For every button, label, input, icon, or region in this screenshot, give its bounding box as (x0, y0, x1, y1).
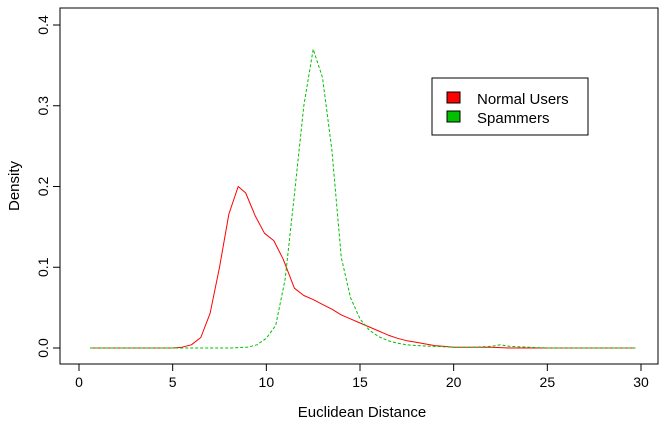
y-tick-label: 0.1 (35, 257, 51, 277)
x-tick-label: 20 (446, 374, 462, 390)
y-tick-label: 0.3 (35, 96, 51, 116)
x-tick-label: 5 (169, 374, 177, 390)
series-line-spammers (90, 48, 636, 349)
x-tick-label: 15 (352, 374, 368, 390)
series-layer (90, 48, 636, 349)
x-tick-label: 30 (633, 374, 649, 390)
x-tick-label: 0 (75, 374, 83, 390)
legend: Normal Users Spammers (431, 77, 589, 136)
y-tick-label: 0.2 (35, 177, 51, 197)
y-tick-label: 0.4 (35, 15, 51, 35)
series-line-normal-users (90, 186, 636, 349)
x-axis-title: Euclidean Distance (298, 404, 426, 421)
legend-label-spammers: Spammers (477, 110, 550, 127)
y-axis-title: Density (6, 160, 23, 211)
x-tick-label: 25 (540, 374, 556, 390)
legend-label-normal-users: Normal Users (477, 91, 569, 108)
legend-box (431, 77, 589, 136)
legend-swatch-normal-users (446, 91, 461, 104)
x-axis: 0 5 10 15 20 25 30 (75, 363, 649, 390)
y-tick-label: 0.0 (35, 338, 51, 358)
legend-swatch-spammers (446, 110, 461, 123)
x-tick-label: 10 (259, 374, 275, 390)
plot-frame (59, 7, 659, 365)
y-axis: 0.0 0.1 0.2 0.3 0.4 (35, 15, 61, 358)
